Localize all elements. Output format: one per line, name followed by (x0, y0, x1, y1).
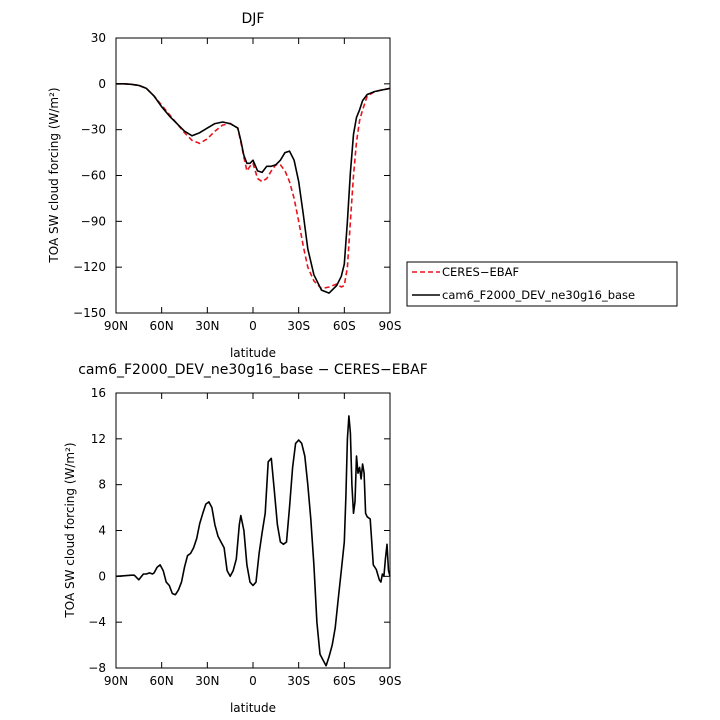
top-ytick-label: −90 (81, 214, 106, 228)
bottom-series-line-0 (115, 415, 391, 667)
bottom-xtick-label: 30N (195, 674, 219, 688)
bottom-ytick-label: 12 (91, 432, 106, 446)
bottom-ytick-label: 16 (91, 386, 106, 400)
top-xtick-label: 30S (287, 319, 310, 333)
top-ytick-label: 30 (91, 31, 106, 45)
bottom-ytick-label: 4 (98, 524, 106, 538)
top-xtick-label: 90S (379, 319, 402, 333)
bottom-series-lines (115, 415, 391, 667)
bottom-xtick-label: 30S (287, 674, 310, 688)
bottom-x-axis-label: latitude (230, 701, 276, 715)
top-xtick-label: 30N (195, 319, 219, 333)
top-chart-title: DJF (242, 11, 265, 27)
bottom-chart: cam6_F2000_DEV_ne30g16_base − CERES−EBAF… (63, 362, 428, 715)
top-series-line-1 (116, 83, 391, 294)
top-series-lines (116, 83, 391, 294)
top-ytick-label: −30 (81, 123, 106, 137)
bottom-ytick-label: 0 (98, 569, 106, 583)
bottom-ytick-label: −4 (88, 615, 106, 629)
top-y-axis-label: TOA SW cloud forcing (W/m²) (47, 87, 61, 263)
legend-label-cam6: cam6_F2000_DEV_ne30g16_base (442, 288, 635, 302)
bottom-xtick-label: 60N (150, 674, 174, 688)
top-y-ticks: 30 0 −30 −60 −90 −120 −150 (73, 31, 390, 320)
bottom-y-axis-label: TOA SW cloud forcing (W/m²) (63, 442, 77, 618)
bottom-chart-title: cam6_F2000_DEV_ne30g16_base − CERES−EBAF (78, 362, 428, 378)
top-chart: DJF 30 0 −30 −60 −90 −120 −150 90N 60N 30N 0 30S 60… (47, 11, 678, 360)
top-xtick-label: 90N (104, 319, 128, 333)
bottom-xtick-label: 90S (379, 674, 402, 688)
top-ytick-label: −120 (73, 260, 106, 274)
top-xtick-label: 60N (150, 319, 174, 333)
bottom-ytick-label: 8 (98, 478, 106, 492)
top-ytick-label: −60 (81, 169, 106, 183)
bottom-plot-frame (115, 392, 391, 669)
bottom-xtick-label: 0 (249, 674, 257, 688)
top-plot-frame (115, 37, 391, 314)
legend: CERES−EBAF cam6_F2000_DEV_ne30g16_base (406, 261, 678, 307)
bottom-y-ticks: 16 12 8 4 0 −4 −8 (88, 386, 390, 675)
top-x-axis-label: latitude (230, 346, 276, 360)
legend-label-ceres: CERES−EBAF (442, 265, 519, 279)
bottom-x-ticks: 90N 60N 30N 0 30S 60S 90S (104, 393, 402, 688)
top-xtick-label: 60S (333, 319, 356, 333)
bottom-xtick-label: 90N (104, 674, 128, 688)
top-ytick-label: 0 (98, 77, 106, 91)
top-ytick-label: −150 (73, 306, 106, 320)
legend-box (406, 261, 678, 307)
bottom-ytick-label: −8 (88, 661, 106, 675)
top-xtick-label: 0 (249, 319, 257, 333)
top-x-ticks: 90N 60N 30N 0 30S 60S 90S (104, 38, 402, 333)
bottom-xtick-label: 60S (333, 674, 356, 688)
